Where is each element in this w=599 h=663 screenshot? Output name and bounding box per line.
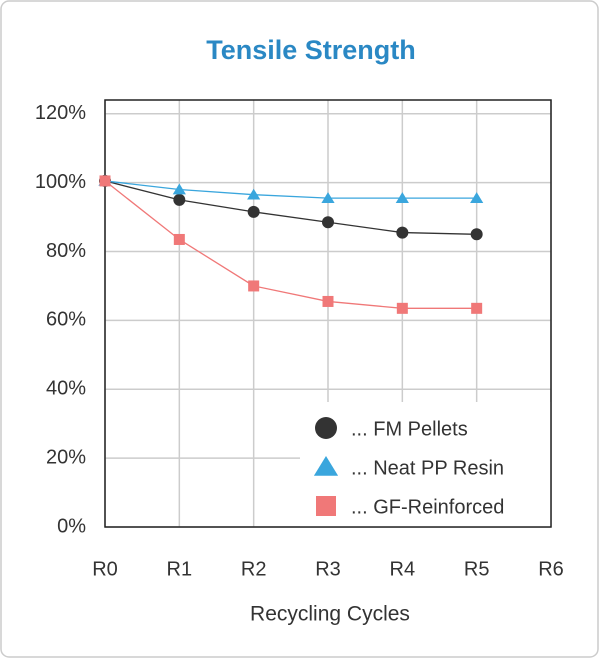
marker [247,188,261,200]
marker [395,192,409,203]
x-tick-label: R2 [241,558,267,580]
series-line [104,180,477,199]
y-tick-label: 40% [46,378,86,400]
marker [470,228,483,241]
x-tick-label: R3 [315,558,341,580]
marker [470,192,484,203]
marker [172,183,186,195]
series-line [104,180,477,309]
x-tick-label: R5 [464,558,490,580]
x-tick-label: R4 [390,558,416,580]
marker [396,226,409,239]
y-tick-label: 80% [46,240,86,262]
legend-label: ... GF-Reinforced [351,496,504,518]
legend-marker [313,456,339,476]
legend-label: ... FM Pellets [351,418,468,440]
y-tick-label: 120% [35,102,86,124]
marker [248,280,260,292]
series-line [104,180,477,235]
y-tick-label: 0% [57,515,86,537]
marker [247,205,260,218]
x-tick-label: R1 [167,558,193,580]
legend-box [300,402,551,527]
marker [396,302,408,314]
marker [173,193,186,206]
y-tick-label: 20% [46,446,86,468]
x-tick-label: R0 [92,558,118,580]
legend-marker [315,417,337,439]
plot-border [104,99,552,528]
marker [99,175,111,187]
y-tick-label: 60% [46,309,86,331]
legend-marker [316,496,336,516]
x-axis-label: Recycling Cycles [250,603,410,626]
marker [322,216,334,229]
chart-title: Tensile Strength [206,35,416,65]
marker [322,295,334,307]
marker [471,302,483,314]
legend-label: ... Neat PP Resin [351,457,504,479]
x-tick-label: R6 [538,558,564,580]
marker [173,233,185,245]
marker [321,192,335,203]
y-tick-label: 100% [35,171,86,193]
